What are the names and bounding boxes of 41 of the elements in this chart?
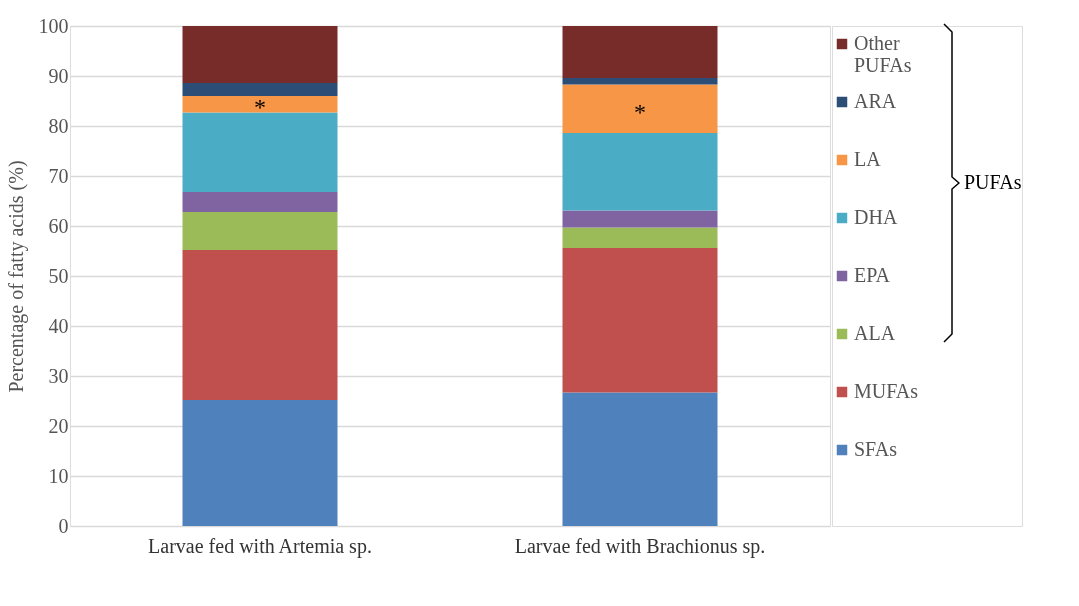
bar xyxy=(562,210,718,228)
bar xyxy=(182,250,338,400)
bar xyxy=(182,26,338,83)
annotation: * xyxy=(254,94,266,121)
y-tick-label: 0 xyxy=(58,514,69,537)
bar xyxy=(182,83,338,96)
x-tick-label: Larvae fed with Artemia sp. xyxy=(148,534,372,558)
bar xyxy=(562,248,718,393)
y-axis-title: Percentage of fatty acids (%) xyxy=(4,160,28,393)
annotation: * xyxy=(634,98,646,125)
legend-label: MUFAs xyxy=(854,380,919,402)
bar xyxy=(182,400,338,526)
legend-label: Other PUFAs xyxy=(854,32,912,76)
bar xyxy=(562,26,718,78)
legend-label: EPA xyxy=(854,264,891,286)
bar xyxy=(562,392,718,526)
y-tick-label: 80 xyxy=(48,114,69,137)
bar xyxy=(562,78,718,85)
bar xyxy=(182,212,338,250)
legend-label: LA xyxy=(854,148,882,170)
y-tick-label: 60 xyxy=(48,214,69,237)
x-tick-label: Larvae fed with Brachionus sp. xyxy=(514,534,766,558)
y-tick-label: 70 xyxy=(48,164,69,187)
legend-label: SFAs xyxy=(854,438,898,460)
y-tick-label: 50 xyxy=(48,264,69,287)
bar xyxy=(562,84,718,133)
legend-label: ALA xyxy=(854,322,896,344)
y-tick-label: 90 xyxy=(48,64,69,87)
y-tick-label: 20 xyxy=(48,414,69,437)
y-tick-label: 40 xyxy=(48,314,69,337)
bar xyxy=(562,227,718,248)
y-tick-label: 30 xyxy=(48,364,69,387)
y-tick-label: 100 xyxy=(38,14,69,37)
bar xyxy=(182,96,338,113)
y-tick-label: 10 xyxy=(48,464,69,487)
text: PUFAs xyxy=(964,171,1022,193)
bar xyxy=(562,133,718,211)
legend-label: DHA xyxy=(854,206,898,228)
bar xyxy=(182,112,338,192)
legend-label: ARA xyxy=(854,90,897,112)
bar xyxy=(182,192,338,212)
